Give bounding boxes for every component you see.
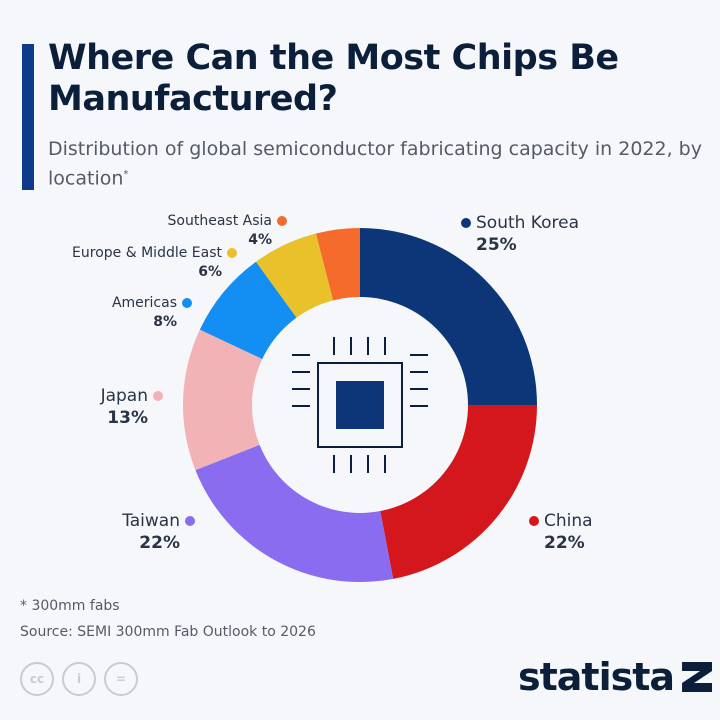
slice-label: Southeast Asia: [167, 213, 272, 229]
slice-label: Europe & Middle East: [72, 245, 222, 261]
slice-value: 25%: [476, 235, 517, 255]
chip-core: [336, 381, 384, 429]
slice-label: Americas: [111, 295, 177, 311]
statista-logo-icon: [682, 662, 713, 692]
legend-dot-icon: [529, 516, 539, 526]
slice-value: 13%: [107, 408, 148, 428]
slice-value: 4%: [248, 232, 272, 248]
legend-dot-icon: [185, 516, 195, 526]
subtitle-asterisk: *: [123, 169, 129, 180]
slice-americas: [199, 261, 298, 360]
chart-title: Where Can the Most Chips Be Manufactured…: [48, 38, 619, 119]
legend-dot-icon: [227, 248, 237, 258]
chip-icon: [292, 337, 428, 473]
slice-label: Japan: [100, 386, 148, 406]
slice-south-korea: [360, 228, 537, 405]
slice-value: 8%: [153, 314, 177, 330]
title-accent-bar: [22, 44, 34, 190]
slice-europe-middle-east: [255, 233, 334, 319]
cc-icon: cc: [20, 662, 54, 696]
subtitle-text: Distribution of global semiconductor fab…: [48, 138, 702, 190]
brand-text: statista: [518, 655, 675, 699]
chip-body: [317, 362, 403, 448]
slice-label: South Korea: [476, 213, 580, 233]
slice-value: 22%: [544, 533, 585, 553]
by-icon: i: [62, 662, 96, 696]
source: Source: SEMI 300mm Fab Outlook to 2026: [20, 624, 316, 640]
slice-china: [380, 405, 537, 579]
legend-dot-icon: [277, 216, 287, 226]
label-china: China 22%: [524, 510, 593, 554]
statista-logo[interactable]: statista: [518, 655, 713, 699]
label-americas: Americas 8%: [112, 294, 197, 332]
slice-japan: [183, 329, 264, 471]
legend-dot-icon: [461, 218, 471, 228]
slice-southeast-asia: [315, 228, 360, 302]
nd-icon: =: [104, 662, 138, 696]
slice-label: Taiwan: [122, 511, 180, 531]
slice-taiwan: [195, 444, 394, 582]
slice-value: 6%: [198, 264, 222, 280]
slice-value: 22%: [139, 533, 180, 553]
label-japan: Japan 13%: [101, 385, 168, 429]
label-south-korea: South Korea 25%: [456, 212, 579, 256]
label-southeast-asia: Southeast Asia 4%: [168, 212, 292, 250]
footnote: * 300mm fabs: [20, 598, 120, 614]
label-europe-middle-east: Europe & Middle East 6%: [72, 244, 242, 282]
chart-subtitle: Distribution of global semiconductor fab…: [48, 137, 708, 191]
slice-label: China: [544, 511, 593, 531]
label-taiwan: Taiwan 22%: [122, 510, 200, 554]
legend-dot-icon: [153, 391, 163, 401]
legend-dot-icon: [182, 298, 192, 308]
